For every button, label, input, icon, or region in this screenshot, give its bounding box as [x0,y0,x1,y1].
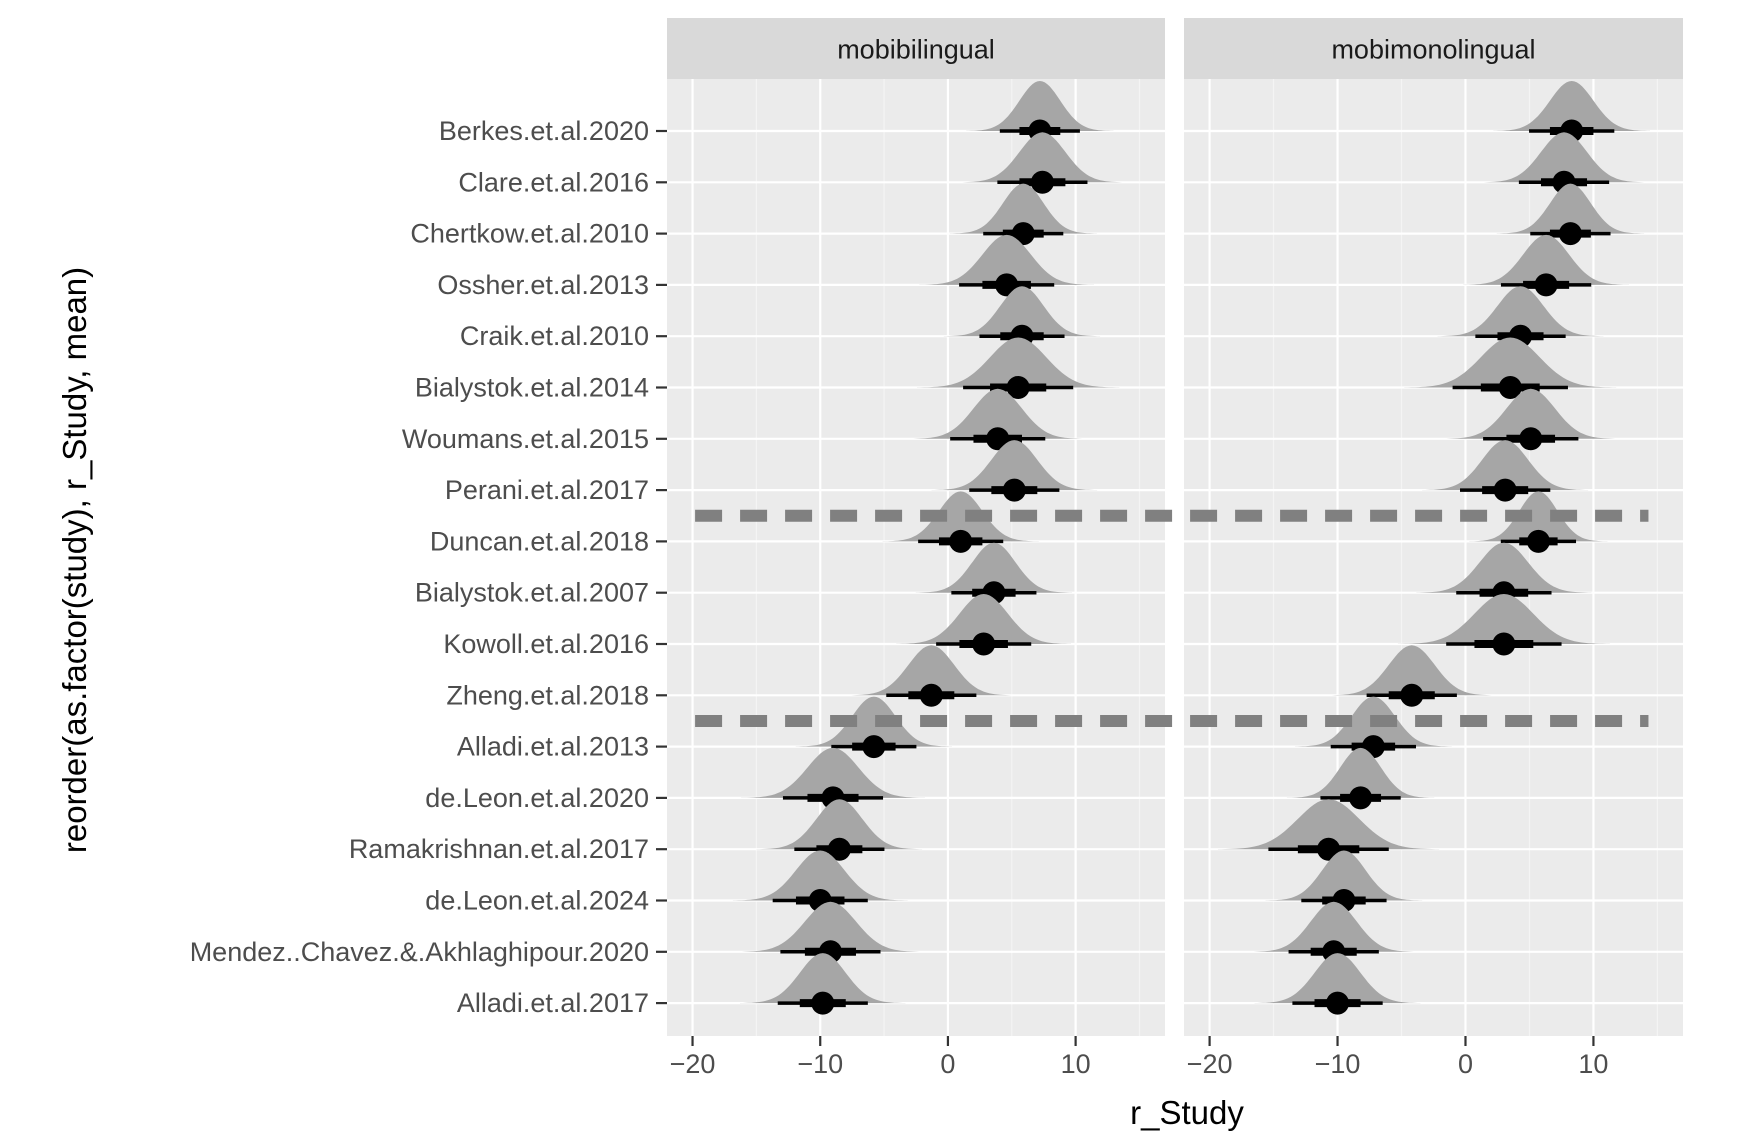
y-tick-label: de.Leon.et.al.2020 [425,783,649,813]
density-shape [910,388,1086,439]
density-shape [1416,542,1592,593]
x-tick-label: −20 [670,1049,716,1079]
panel-background [1184,79,1683,1036]
density-shape [1463,234,1629,285]
density-shape [1404,337,1617,388]
density-shape [1328,645,1495,696]
point-estimate [919,683,943,707]
x-tick-label: −10 [797,1049,843,1079]
point-estimate [1558,222,1582,246]
x-axis-title: r_Study [1130,1094,1244,1131]
facet-strip-label: mobimonolingual [1331,35,1535,65]
density-shape [1496,183,1645,234]
point-estimate [1519,427,1543,451]
facet-panel-mobibilingual: mobibilingual [667,18,1165,1036]
density-shape [966,81,1114,131]
y-tick-label: Bialystok.et.al.2007 [415,578,649,608]
density-shape [919,234,1094,285]
density-shape [917,337,1120,388]
facet-strip [1184,18,1683,79]
facet-strip-label: mobibilingual [837,35,995,65]
density-shape [1286,747,1435,798]
point-estimate [1326,991,1350,1015]
density-shape [882,491,1039,542]
x-tick-label: 0 [940,1049,955,1079]
density-shape [756,799,923,850]
y-tick-label: Chertkow.et.al.2010 [410,219,649,249]
x-tick-label: −10 [1315,1049,1361,1079]
y-tick-label: Ramakrishnan.et.al.2017 [349,834,649,864]
point-estimate [1526,529,1550,553]
x-axis-ticks: −20 −10 0 10 −20 −10 0 10 [670,1036,1608,1079]
point-estimate [1030,170,1054,194]
y-axis-ticks: Berkes.et.al.2020 Clare.et.al.2016 Chertko… [190,116,667,1018]
y-tick-label: Bialystok.et.al.2014 [415,373,649,403]
density-shape [738,901,923,952]
panel-background [667,79,1165,1036]
density-shape [1422,440,1589,491]
x-tick-label: 10 [1578,1049,1608,1079]
density-shape [1437,286,1604,337]
density-shape [943,286,1101,337]
y-tick-label: Zheng.et.al.2018 [446,680,649,710]
y-tick-label: Craik.et.al.2010 [460,321,649,351]
facet-strip [667,18,1165,79]
x-tick-label: −20 [1187,1049,1233,1079]
y-tick-label: de.Leon.et.al.2024 [425,886,649,916]
y-tick-label: Duncan.et.al.2018 [430,526,649,556]
y-tick-label: Woumans.et.al.2015 [402,424,649,454]
x-tick-label: 10 [1061,1049,1091,1079]
density-shape [915,542,1072,593]
density-shape [740,953,906,1004]
facet-panel-mobimonolingual: mobimonolingual [1184,18,1683,1036]
density-shape [741,747,925,798]
point-estimate [949,529,973,553]
density-shape [1469,491,1608,542]
density-shape [1443,388,1619,439]
density-shape [1265,850,1423,901]
point-estimate [1400,683,1424,707]
point-estimate [1493,478,1517,502]
density-shape [959,132,1126,183]
y-tick-label: Clare.et.al.2016 [458,167,649,197]
y-tick-label: Alladi.et.al.2017 [457,988,649,1018]
y-tick-label: Perani.et.al.2017 [445,475,649,505]
density-shape [1493,81,1650,131]
density-shape [896,594,1071,644]
y-tick-label: Mendez..Chavez.&.Akhlaghipour.2020 [190,937,649,967]
point-estimate [995,273,1019,297]
point-estimate [811,991,835,1015]
point-estimate [986,427,1010,451]
density-shape [1250,901,1417,952]
y-tick-label: Alladi.et.al.2013 [457,732,649,762]
point-estimate [1349,786,1373,810]
facet-panels: mobibilingual mobimonolingual [667,18,1683,1036]
density-shape [949,183,1097,234]
density-shape [732,850,908,901]
point-estimate [1498,376,1522,399]
y-axis-title: reorder(as.factor(study), r_Study, mean) [56,267,93,853]
y-tick-label: Berkes.et.al.2020 [439,116,649,146]
point-estimate [1002,478,1026,502]
density-shape [931,440,1098,491]
point-estimate [827,837,851,861]
y-tick-label: Kowoll.et.al.2016 [443,629,649,659]
point-estimate [1006,376,1030,399]
density-shape [1218,799,1440,850]
density-shape [1254,953,1421,1004]
point-estimate [862,735,886,759]
density-shape [1397,594,1610,644]
point-estimate [972,632,996,656]
point-estimate [1317,837,1341,861]
point-estimate [1492,632,1516,656]
point-estimate [1534,273,1558,297]
density-shape [795,696,952,747]
point-estimate [1011,222,1035,246]
density-shape [1481,132,1647,183]
x-tick-label: 0 [1458,1049,1473,1079]
y-tick-label: Ossher.et.al.2013 [437,270,649,300]
density-shape [848,645,1015,696]
